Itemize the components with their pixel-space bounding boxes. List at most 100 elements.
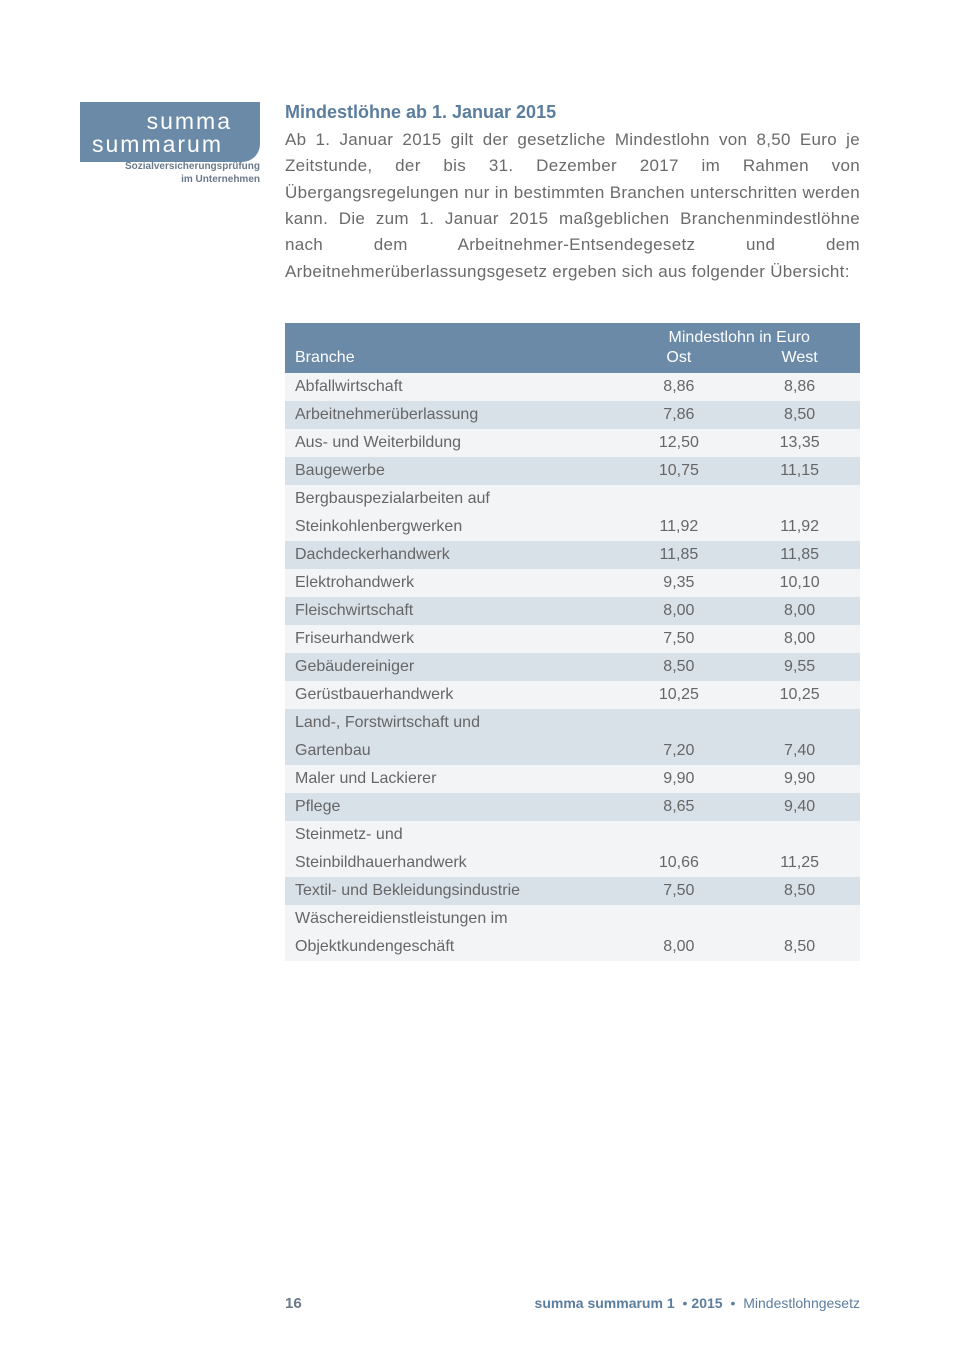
cell-ost: 10,75 [619, 457, 740, 485]
header-super: Mindestlohn in Euro [619, 323, 861, 349]
cell-ost: 11,85 [619, 541, 740, 569]
cell-west: 11,25 [739, 849, 860, 877]
cell-ost: 12,50 [619, 429, 740, 457]
intro-paragraph: Ab 1. Januar 2015 gilt der gesetzliche M… [285, 127, 860, 285]
cell-branche: Maler und Lackierer [285, 765, 619, 793]
brand-logo: summa summarum [80, 102, 260, 162]
footer-brand: summa summarum 1 [535, 1295, 675, 1311]
cell-ost: 10,25 [619, 681, 740, 709]
cell-ost [619, 821, 740, 849]
cell-ost [619, 905, 740, 933]
cell-west: 8,86 [739, 373, 860, 401]
table-header: Mindestlohn in Euro Branche Ost West [285, 323, 860, 373]
cell-branche: Abfallwirtschaft [285, 373, 619, 401]
main-content: Mindestlöhne ab 1. Januar 2015 Ab 1. Jan… [285, 102, 860, 961]
page-footer: 16 summa summarum 1 •2015 • Mindestlohng… [285, 1295, 860, 1312]
cell-branche: Friseurhandwerk [285, 625, 619, 653]
cell-west: 8,00 [739, 597, 860, 625]
cell-west: 11,15 [739, 457, 860, 485]
cell-ost: 9,90 [619, 765, 740, 793]
cell-branche: Steinmetz- und [285, 821, 619, 849]
header-branche: Branche [285, 349, 619, 373]
cell-ost: 7,50 [619, 625, 740, 653]
table-row: Land-, Forstwirtschaft und [285, 709, 860, 737]
cell-branche: Pflege [285, 793, 619, 821]
cell-branche: Gartenbau [285, 737, 619, 765]
cell-branche: Steinkohlenbergwerken [285, 513, 619, 541]
cell-ost [619, 709, 740, 737]
footer-year: 2015 [691, 1295, 722, 1311]
cell-branche: Fleischwirtschaft [285, 597, 619, 625]
cell-west: 8,50 [739, 401, 860, 429]
cell-west: 8,50 [739, 877, 860, 905]
footer-topic: Mindestlohngesetz [743, 1295, 860, 1311]
cell-ost: 11,92 [619, 513, 740, 541]
table-row: Maler und Lackierer9,909,90 [285, 765, 860, 793]
cell-branche: Arbeitnehmerüberlassung [285, 401, 619, 429]
cell-west: 8,50 [739, 933, 860, 961]
table-row: Friseurhandwerk7,508,00 [285, 625, 860, 653]
cell-branche: Bergbauspezialarbeiten auf [285, 485, 619, 513]
table-row: Aus- und Weiterbildung12,5013,35 [285, 429, 860, 457]
cell-branche: Baugewerbe [285, 457, 619, 485]
cell-west: 11,85 [739, 541, 860, 569]
header-ost: Ost [619, 349, 740, 373]
cell-ost: 8,50 [619, 653, 740, 681]
cell-ost: 10,66 [619, 849, 740, 877]
cell-west: 13,35 [739, 429, 860, 457]
table-row: Textil- und Bekleidungsindustrie7,508,50 [285, 877, 860, 905]
table-row: Gartenbau7,207,40 [285, 737, 860, 765]
brand-sub-line2: im Unternehmen [181, 174, 260, 185]
cell-west: 10,10 [739, 569, 860, 597]
cell-west [739, 709, 860, 737]
cell-west: 9,90 [739, 765, 860, 793]
table-row: Gebäudereiniger8,509,55 [285, 653, 860, 681]
table-row: Dachdeckerhandwerk11,8511,85 [285, 541, 860, 569]
table-row: Objektkundengeschäft8,008,50 [285, 933, 860, 961]
table-row: Abfallwirtschaft8,868,86 [285, 373, 860, 401]
cell-branche: Dachdeckerhandwerk [285, 541, 619, 569]
table-row: Pflege8,659,40 [285, 793, 860, 821]
cell-west: 9,40 [739, 793, 860, 821]
table-row: Bergbauspezialarbeiten auf [285, 485, 860, 513]
cell-branche: Aus- und Weiterbildung [285, 429, 619, 457]
cell-west: 11,92 [739, 513, 860, 541]
table-row: Fleischwirtschaft8,008,00 [285, 597, 860, 625]
cell-branche: Gebäudereiniger [285, 653, 619, 681]
table-row: Arbeitnehmerüberlassung7,868,50 [285, 401, 860, 429]
cell-ost: 8,65 [619, 793, 740, 821]
brand-logo-subtitle: Sozialversicherungsprüfung im Unternehme… [85, 160, 260, 186]
cell-branche: Elektrohandwerk [285, 569, 619, 597]
minimum-wage-table: Mindestlohn in Euro Branche Ost West Abf… [285, 323, 860, 961]
table-row: Steinkohlenbergwerken11,9211,92 [285, 513, 860, 541]
page-number: 16 [285, 1295, 302, 1312]
cell-ost: 7,20 [619, 737, 740, 765]
cell-west [739, 821, 860, 849]
table-row: Steinmetz- und [285, 821, 860, 849]
table-row: Wäschereidienstleistungen im [285, 905, 860, 933]
cell-ost: 7,50 [619, 877, 740, 905]
cell-ost: 9,35 [619, 569, 740, 597]
table-body: Abfallwirtschaft8,868,86Arbeitnehmerüber… [285, 373, 860, 961]
cell-west: 9,55 [739, 653, 860, 681]
cell-west: 7,40 [739, 737, 860, 765]
table-row: Steinbildhauerhandwerk10,6611,25 [285, 849, 860, 877]
brand-sub-line1: Sozialversicherungsprüfung [125, 161, 260, 172]
cell-branche: Land-, Forstwirtschaft und [285, 709, 619, 737]
footer-sep2: • [730, 1295, 735, 1311]
brand-logo-line1: summa [92, 110, 250, 133]
cell-west: 8,00 [739, 625, 860, 653]
cell-west: 10,25 [739, 681, 860, 709]
table-row: Gerüstbauerhandwerk10,2510,25 [285, 681, 860, 709]
cell-ost: 8,86 [619, 373, 740, 401]
header-spacer [285, 323, 619, 349]
cell-ost: 7,86 [619, 401, 740, 429]
header-west: West [739, 349, 860, 373]
document-page: summa summarum Sozialversicherungsprüfun… [0, 0, 960, 1362]
cell-ost [619, 485, 740, 513]
cell-branche: Wäschereidienstleistungen im [285, 905, 619, 933]
cell-ost: 8,00 [619, 933, 740, 961]
cell-branche: Steinbildhauerhandwerk [285, 849, 619, 877]
cell-ost: 8,00 [619, 597, 740, 625]
section-heading: Mindestlöhne ab 1. Januar 2015 [285, 102, 860, 123]
